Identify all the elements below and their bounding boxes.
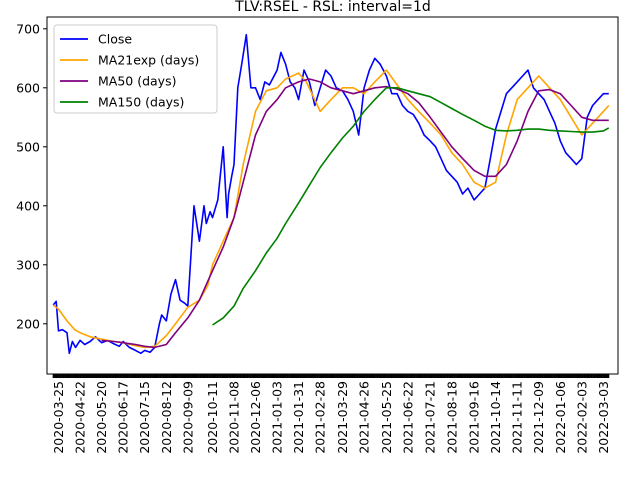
x-tick-label: 2020-10-11 — [205, 381, 220, 454]
legend-label-3: MA150 (days) — [98, 95, 184, 110]
x-tick-label: 2021-05-25 — [379, 381, 394, 454]
legend-label-0: Close — [98, 32, 132, 47]
series-layer — [52, 33, 610, 355]
legend-box — [53, 24, 218, 114]
x-tick-label: 2021-01-31 — [291, 381, 306, 454]
x-axis: 2020-03-25 2020-04-22 2020-05-20 2020-06-17… — [51, 374, 611, 454]
series-line-3 — [212, 87, 610, 326]
x-tick-label: 2021-06-22 — [400, 381, 415, 454]
x-tick-label: 2021-12-09 — [531, 381, 546, 454]
x-tick-label: 2020-05-20 — [94, 381, 109, 454]
series-line-0 — [52, 33, 609, 355]
x-tick-label: 2021-09-16 — [467, 381, 482, 454]
x-tick-label: 2021-04-26 — [357, 381, 372, 454]
y-tick-label: 400 — [16, 198, 40, 213]
x-tick-label: 2020-12-06 — [248, 381, 263, 454]
x-tick-label: 2021-10-14 — [488, 381, 503, 454]
x-tick-label: 2021-02-28 — [313, 381, 328, 454]
legend-label-2: MA50 (days) — [98, 74, 176, 89]
x-tick-label: 2020-07-15 — [137, 381, 152, 454]
x-tick-label: 2022-03-03 — [596, 381, 611, 454]
x-tick-label: 2022-02-03 — [574, 381, 589, 454]
x-tick-label: 2020-03-25 — [51, 381, 66, 454]
x-tick-label: 2020-06-17 — [116, 381, 131, 454]
series-line-1 — [52, 69, 610, 349]
y-tick-label: 300 — [16, 257, 40, 272]
y-tick-label: 500 — [16, 139, 40, 154]
y-tick-label: 200 — [16, 316, 40, 331]
x-tick-label: 2020-09-09 — [180, 381, 195, 454]
x-tick-label: 2020-11-08 — [227, 381, 242, 454]
series-line-2 — [101, 78, 609, 349]
legend: Close MA21exp (days) MA50 (days) MA150 (day… — [53, 24, 218, 114]
x-tick-label: 2021-07-21 — [423, 381, 438, 454]
x-tick-label: 2021-11-11 — [510, 381, 525, 454]
x-tick-label: 2021-08-18 — [444, 381, 459, 454]
x-tick-label: 2021-01-03 — [270, 381, 285, 454]
x-tick-label: 2020-04-22 — [73, 381, 88, 454]
y-axis: 200 300 400 500 600 700 — [16, 21, 47, 331]
chart-title: TLV:RSEL - RSL: interval=1d — [234, 0, 431, 15]
x-tick-label: 2020-08-12 — [159, 381, 174, 454]
x-tick-label: 2022-01-06 — [553, 381, 568, 454]
y-tick-label: 600 — [16, 80, 40, 95]
legend-label-1: MA21exp (days) — [98, 53, 199, 68]
x-tick-label: 2021-03-29 — [335, 381, 350, 454]
y-tick-label: 700 — [16, 21, 40, 36]
